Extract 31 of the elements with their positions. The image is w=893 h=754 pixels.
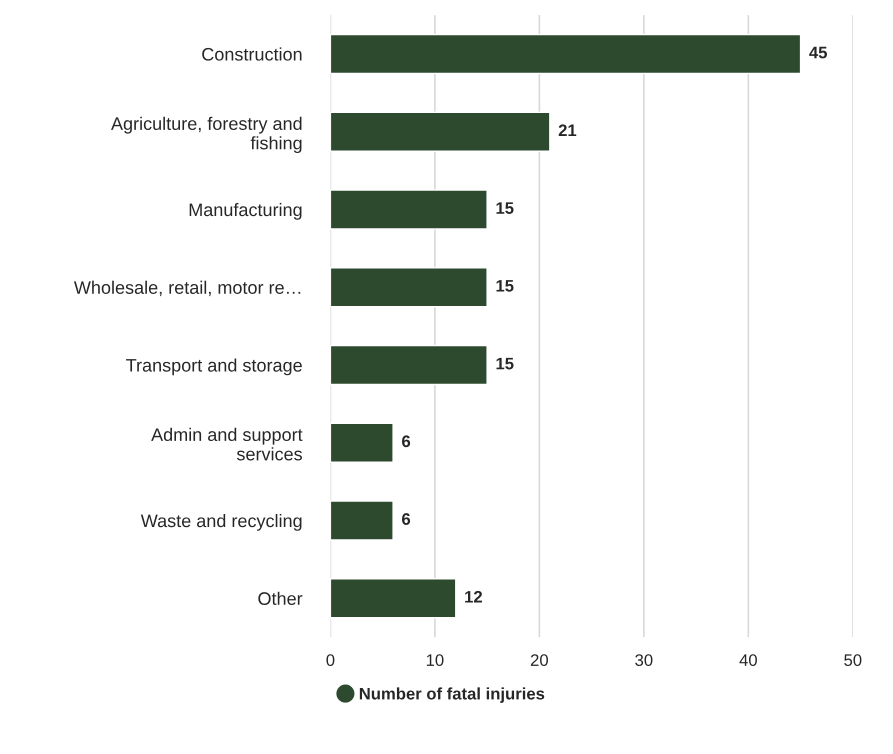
y-tick-label: Wholesale, retail, motor re… — [74, 280, 300, 296]
y-tick-label: Construction — [202, 47, 302, 61]
bar — [330, 34, 802, 74]
bar — [330, 344, 488, 386]
y-tick-label: Admin and support services — [151, 428, 303, 460]
bar — [330, 267, 488, 308]
legend-label: Number of fatal injuries — [360, 687, 544, 703]
data-label: 6 — [402, 513, 410, 525]
x-tick-label: 50 — [844, 654, 862, 666]
bar — [330, 422, 394, 463]
bar — [330, 189, 488, 230]
data-label: 21 — [558, 124, 576, 136]
data-label: 12 — [465, 590, 482, 603]
bar — [330, 112, 551, 152]
data-label: 45 — [809, 46, 827, 58]
x-tick-label: 30 — [635, 654, 652, 666]
bar — [330, 578, 456, 618]
y-tick-label: Transport and storage — [126, 358, 302, 376]
data-label: 15 — [496, 358, 514, 370]
x-tick-label: 20 — [530, 654, 548, 666]
x-tick-label: 10 — [426, 654, 444, 666]
bar — [330, 500, 394, 541]
data-label: 15 — [496, 202, 514, 214]
y-tick-label: Manufacturing — [190, 202, 302, 220]
y-tick-label: Waste and recycling — [140, 514, 302, 531]
x-tick-label: 40 — [739, 654, 757, 666]
y-tick-label: Other — [258, 592, 302, 605]
y-tick-label: Agriculture, forestry and fishing — [111, 116, 302, 154]
data-label: 6 — [402, 435, 410, 448]
x-tick-label: 0 — [326, 654, 334, 666]
data-label: 15 — [496, 280, 514, 292]
